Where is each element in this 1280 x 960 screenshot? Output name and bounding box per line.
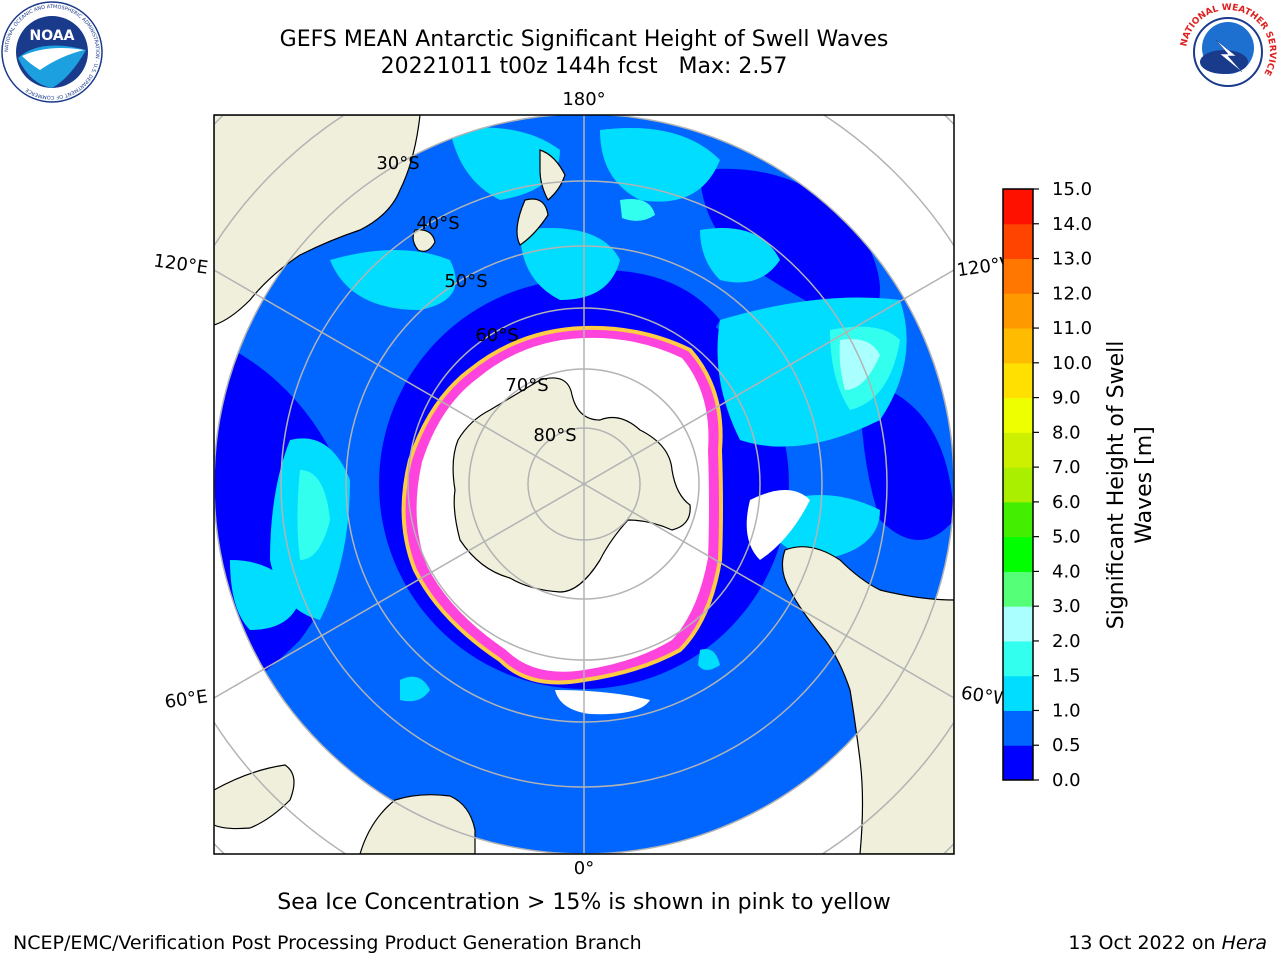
colorbar-tick-label: 0.0	[1052, 770, 1081, 791]
colorbar-tick-label: 13.0	[1052, 249, 1092, 270]
colorbar-segment	[1003, 710, 1033, 746]
madagascar	[214, 764, 295, 830]
colorbar-tick-label: 1.5	[1052, 666, 1081, 687]
lon-label-0: 0°	[574, 858, 594, 879]
noaa-logo-icon: NOAA NATIONAL OCEANIC AND ATMOSPHERIC AD…	[1, 1, 103, 103]
colorbar-tick-label: 15.0	[1052, 179, 1092, 200]
colorbar-segment	[1003, 640, 1033, 677]
antarctica	[452, 377, 691, 593]
colorbar-tick-label: 6.0	[1052, 492, 1081, 513]
colorbar-segment	[1003, 362, 1033, 399]
colorbar-segment	[1003, 432, 1033, 468]
colorbar-tick-label: 7.0	[1052, 457, 1081, 478]
colorbar-segment	[1003, 223, 1033, 260]
colorbar-tick-label: 1.0	[1052, 700, 1081, 721]
colorbar-segment	[1003, 571, 1033, 607]
lon-label-60e: 60°E	[163, 686, 209, 713]
lat-label-60s: 60°S	[475, 325, 518, 346]
map-frame-content	[214, 115, 954, 854]
colorbar-label-line2: Waves [m]	[1132, 426, 1157, 543]
map-title: GEFS MEAN Antarctic Significant Height o…	[279, 27, 889, 52]
colorbar-label: Significant Height of Swell Waves [m]	[1104, 341, 1157, 630]
lon-label-180: 180°	[562, 89, 605, 110]
colorbar-frame	[1002, 188, 1034, 781]
colorbar-tick-label: 9.0	[1052, 388, 1081, 409]
colorbar-segment	[1003, 258, 1033, 294]
date-host: Hera	[1221, 932, 1267, 954]
colorbar-tick-label: 5.0	[1052, 527, 1081, 548]
colorbar-label-line1: Significant Height of Swell	[1104, 341, 1129, 630]
lat-label-70s: 70°S	[505, 375, 548, 396]
colorbar-segment	[1003, 606, 1033, 642]
colorbar-segment	[1003, 745, 1033, 781]
credit-line: NCEP/EMC/Verification Post Processing Pr…	[13, 932, 642, 954]
noaa-logo-text: NOAA	[30, 28, 75, 44]
lon-label-120e: 120°E	[152, 250, 209, 278]
colorbar-tick-label: 2.0	[1052, 631, 1081, 652]
lat-label-80s: 80°S	[533, 425, 576, 446]
australia	[214, 115, 421, 326]
colorbar-segment	[1003, 397, 1033, 433]
colorbar-tick-label: 8.0	[1052, 422, 1081, 443]
colorbar-segment	[1003, 328, 1033, 364]
lat-label-40s: 40°S	[416, 213, 459, 234]
colorbar-segment	[1003, 467, 1033, 503]
map-subtitle-forecast: 20221011 t00z 144h fcst Max: 2.57	[380, 54, 788, 79]
date-stamp: 13 Oct 2022 on Hera	[1068, 932, 1267, 954]
colorbar-tick-label: 0.5	[1052, 735, 1081, 756]
colorbar-tick-label: 14.0	[1052, 214, 1092, 235]
nws-logo-icon: NATIONAL WEATHER SERVICE	[1179, 3, 1277, 100]
tasmania	[412, 229, 436, 252]
colorbar-tick-label: 3.0	[1052, 596, 1081, 617]
lat-label-30s: 30°S	[376, 153, 419, 174]
new-zealand	[539, 149, 566, 201]
africa	[359, 794, 476, 854]
sea-ice-note: Sea Ice Concentration > 15% is shown in …	[277, 890, 891, 915]
colorbar-tick-label: 4.0	[1052, 561, 1081, 582]
new-zealand-south	[516, 198, 549, 246]
colorbar-segment	[1003, 189, 1033, 225]
colorbar-segment	[1003, 501, 1033, 538]
colorbar-segment	[1003, 293, 1033, 329]
colorbar-segment	[1003, 675, 1033, 711]
land-masses	[214, 115, 954, 854]
map-frame	[213, 114, 955, 855]
colorbar-tick-label: 12.0	[1052, 283, 1092, 304]
colorbar-segment	[1003, 536, 1033, 572]
colorbar-tick-label: 11.0	[1052, 318, 1092, 339]
graticule	[214, 115, 954, 854]
colorbar: 0.0 0.5 1.0 1.5 2.0 3.0 4.0 5.0 6.0 7.0 8.0 9.0 10.0…	[1002, 179, 1092, 791]
lat-label-50s: 50°S	[444, 271, 487, 292]
date-prefix: 13 Oct 2022 on	[1068, 932, 1222, 954]
colorbar-tick-label: 10.0	[1052, 353, 1092, 374]
